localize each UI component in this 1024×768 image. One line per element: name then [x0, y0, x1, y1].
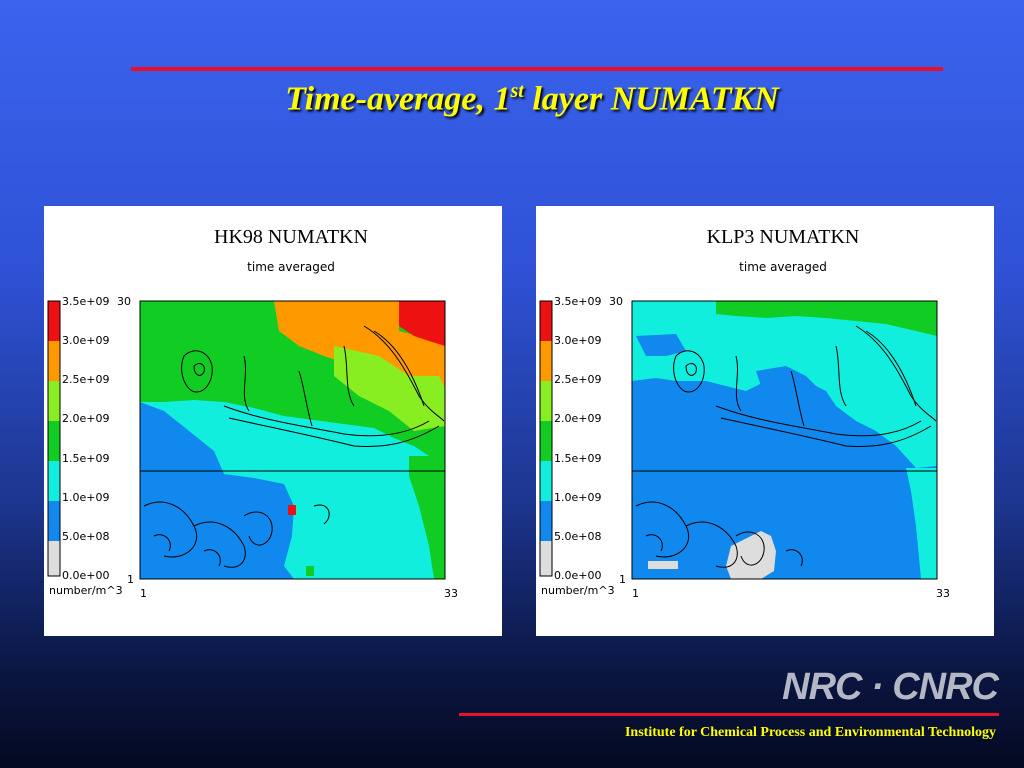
legend-label: 1.5e+09 — [62, 452, 109, 465]
map-frame — [139, 300, 446, 580]
x-left-label: 1 — [632, 587, 639, 600]
legend-label: 1.0e+09 — [554, 491, 601, 504]
nrc-cnrc-logo: NRC · CNRC — [782, 666, 999, 708]
x-right-label: 33 — [936, 587, 950, 600]
y-top-label: 30 — [117, 295, 131, 308]
colorbar — [47, 300, 61, 577]
map-frame — [631, 300, 938, 580]
legend-unit: number/m^3 — [541, 584, 615, 597]
legend-unit: number/m^3 — [49, 584, 123, 597]
bottom-red-rule — [459, 713, 999, 716]
legend-label: 3.5e+09 — [62, 295, 109, 308]
legend-label: 0.0e+00 — [554, 569, 601, 582]
panel-title: HK98 NUMATKN — [214, 226, 368, 248]
concentration-field — [140, 301, 445, 579]
top-red-rule — [131, 67, 943, 71]
legend-label: 1.0e+09 — [62, 491, 109, 504]
legend-label: 3.0e+09 — [554, 334, 601, 347]
concentration-field — [632, 301, 937, 579]
y-top-label: 30 — [609, 295, 623, 308]
legend-label: 3.5e+09 — [554, 295, 601, 308]
x-left-label: 1 — [140, 587, 147, 600]
legend-label: 0.0e+00 — [62, 569, 109, 582]
panel-title: KLP3 NUMATKN — [706, 226, 860, 248]
legend-label: 5.0e+08 — [62, 530, 109, 543]
panel-subtitle: time averaged — [247, 260, 335, 274]
legend-label: 1.5e+09 — [554, 452, 601, 465]
panel-subtitle: time averaged — [739, 260, 827, 274]
x-right-label: 33 — [444, 587, 458, 600]
legend-label: 3.0e+09 — [62, 334, 109, 347]
coastlines — [632, 325, 937, 568]
hk98-map-panel: HK98 NUMATKN time averaged 3.5e+09 3.0e+… — [44, 206, 502, 636]
hk98-map: 3.5e+09 3.0e+09 2.5e+09 2.0e+09 1.5e+09 … — [47, 295, 458, 600]
colorbar — [539, 300, 553, 577]
klp3-map: 3.5e+09 3.0e+09 2.5e+09 2.0e+09 1.5e+09 … — [539, 295, 950, 600]
legend-label: 2.5e+09 — [554, 373, 601, 386]
legend-label: 2.0e+09 — [554, 412, 601, 425]
legend-label: 2.5e+09 — [62, 373, 109, 386]
institute-name: Institute for Chemical Process and Envir… — [624, 725, 996, 740]
slide-title: Time-average, 1st layer NUMATKN — [285, 80, 779, 118]
y-bottom-label: 1 — [127, 573, 134, 586]
legend-label: 2.0e+09 — [62, 412, 109, 425]
y-bottom-label: 1 — [619, 573, 626, 586]
coastlines — [140, 325, 445, 568]
legend-label: 5.0e+08 — [554, 530, 601, 543]
klp3-map-panel: KLP3 NUMATKN time averaged 3.5e+09 3.0e+… — [536, 206, 994, 636]
